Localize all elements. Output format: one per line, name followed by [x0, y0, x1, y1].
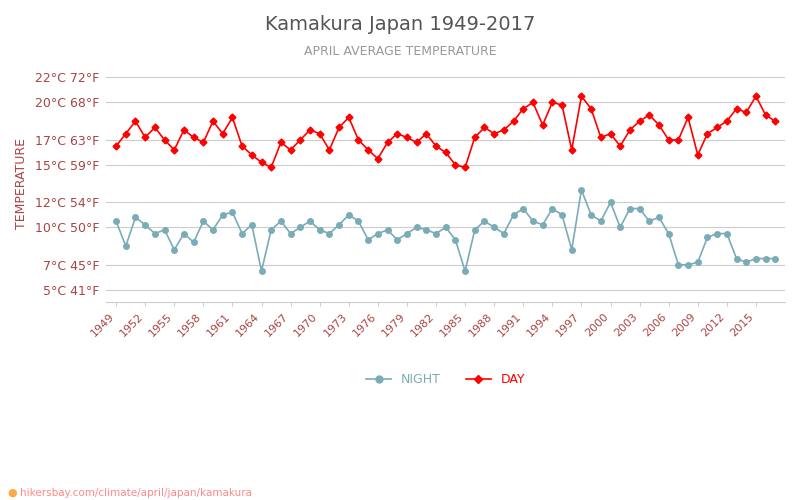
NIGHT	[238, 230, 247, 236]
DAY	[160, 137, 170, 143]
DAY	[111, 143, 121, 149]
NIGHT	[499, 230, 509, 236]
Y-axis label: TEMPERATURE: TEMPERATURE	[15, 138, 28, 229]
Line: NIGHT: NIGHT	[114, 187, 778, 274]
NIGHT	[634, 206, 644, 212]
Text: ●: ●	[8, 488, 22, 498]
DAY	[761, 112, 770, 118]
DAY	[499, 127, 509, 133]
NIGHT	[111, 218, 121, 224]
NIGHT	[577, 187, 586, 193]
NIGHT	[160, 227, 170, 233]
NIGHT	[770, 256, 780, 262]
DAY	[634, 118, 644, 124]
Text: APRIL AVERAGE TEMPERATURE: APRIL AVERAGE TEMPERATURE	[304, 45, 496, 58]
NIGHT	[218, 212, 227, 218]
Text: hikersbay.com/climate/april/japan/kamakura: hikersbay.com/climate/april/japan/kamaku…	[20, 488, 252, 498]
DAY	[266, 164, 276, 170]
NIGHT	[761, 256, 770, 262]
NIGHT	[257, 268, 266, 274]
DAY	[770, 118, 780, 124]
DAY	[238, 143, 247, 149]
Legend: NIGHT, DAY: NIGHT, DAY	[361, 368, 530, 391]
Line: DAY: DAY	[114, 94, 778, 170]
DAY	[218, 130, 227, 136]
Text: Kamakura Japan 1949-2017: Kamakura Japan 1949-2017	[265, 15, 535, 34]
DAY	[577, 93, 586, 99]
